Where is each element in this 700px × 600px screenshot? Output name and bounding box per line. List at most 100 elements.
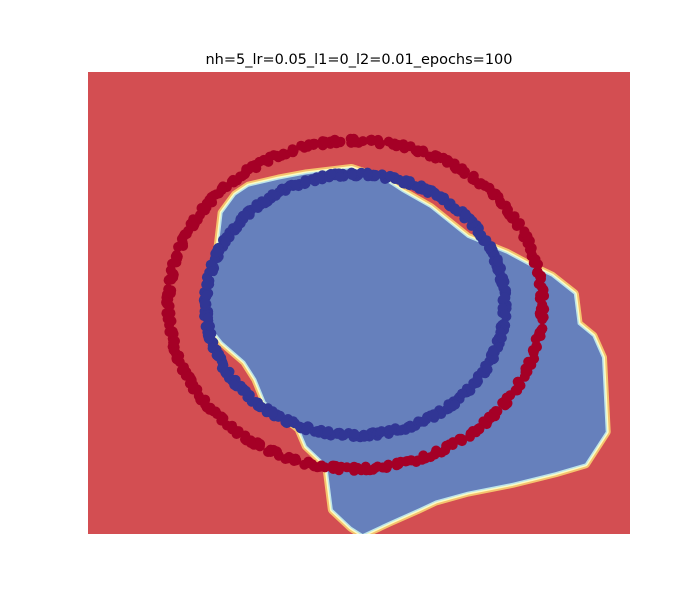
data-point xyxy=(276,150,287,161)
data-point xyxy=(166,316,177,326)
data-point xyxy=(201,198,212,209)
data-point xyxy=(166,274,177,285)
data-point xyxy=(188,221,199,232)
data-point xyxy=(309,138,320,149)
data-point xyxy=(449,399,460,410)
data-point xyxy=(500,400,511,411)
data-point xyxy=(267,408,278,419)
data-point xyxy=(349,461,360,472)
data-point xyxy=(473,228,484,239)
data-point xyxy=(393,459,404,470)
data-point xyxy=(331,138,342,149)
data-point xyxy=(199,297,210,308)
data-point xyxy=(515,218,525,229)
data-point xyxy=(328,464,339,474)
data-point xyxy=(246,161,257,171)
data-point xyxy=(448,437,458,448)
data-point xyxy=(492,256,503,267)
data-point xyxy=(255,401,266,412)
data-point xyxy=(384,425,395,435)
data-point xyxy=(496,333,507,343)
data-point xyxy=(320,136,331,147)
data-point xyxy=(173,241,184,252)
data-point xyxy=(467,174,478,185)
data-point xyxy=(535,290,546,301)
series-1 xyxy=(161,133,550,476)
data-point xyxy=(418,145,429,156)
data-point xyxy=(393,139,404,150)
data-point xyxy=(263,447,273,457)
data-point xyxy=(347,170,357,180)
data-point xyxy=(449,204,460,215)
data-point xyxy=(536,273,546,284)
data-point xyxy=(254,441,265,452)
data-point xyxy=(288,416,299,427)
data-point xyxy=(395,425,406,436)
data-point xyxy=(499,309,510,320)
data-point xyxy=(252,201,263,212)
data-point xyxy=(359,431,370,442)
data-point xyxy=(383,136,394,147)
data-point xyxy=(501,392,512,403)
data-point xyxy=(472,374,483,385)
data-point xyxy=(524,357,534,368)
data-point xyxy=(436,447,447,458)
data-point xyxy=(428,409,439,420)
data-point xyxy=(246,438,256,449)
data-point xyxy=(232,220,243,231)
data-point xyxy=(338,430,349,441)
data-point xyxy=(272,446,283,457)
data-point xyxy=(346,137,357,148)
data-point xyxy=(176,233,187,244)
data-point xyxy=(186,375,197,385)
data-point xyxy=(240,385,251,396)
data-point xyxy=(504,210,515,221)
data-point xyxy=(492,264,503,275)
data-point xyxy=(363,169,374,180)
data-point xyxy=(383,459,394,470)
data-point xyxy=(212,351,223,362)
data-point xyxy=(310,176,320,187)
data-point xyxy=(212,409,223,420)
data-point xyxy=(200,399,211,410)
data-point xyxy=(497,279,507,290)
data-point xyxy=(336,461,347,472)
data-point xyxy=(450,163,461,174)
data-point xyxy=(420,183,431,194)
data-point xyxy=(322,427,333,437)
data-point xyxy=(366,134,377,145)
data-point xyxy=(290,179,301,190)
inside-region xyxy=(207,169,606,534)
data-point xyxy=(357,136,368,147)
data-point xyxy=(418,416,429,427)
data-point xyxy=(280,417,291,427)
data-point xyxy=(460,209,471,220)
data-point xyxy=(289,456,300,466)
data-point xyxy=(313,427,324,438)
data-point xyxy=(481,235,492,246)
data-point xyxy=(201,279,212,290)
data-point xyxy=(205,321,215,332)
data-point xyxy=(489,353,499,364)
data-point xyxy=(535,303,546,314)
data-point xyxy=(538,312,549,323)
data-point xyxy=(420,453,431,464)
data-point xyxy=(213,188,224,199)
data-point xyxy=(207,266,218,277)
data-point xyxy=(406,455,417,466)
data-point xyxy=(239,210,250,220)
data-point xyxy=(203,312,214,323)
data-point xyxy=(385,170,396,181)
data-point xyxy=(522,366,533,377)
data-point xyxy=(335,171,346,182)
data-point xyxy=(486,187,497,198)
data-point xyxy=(375,138,386,149)
data-point xyxy=(165,288,176,299)
data-point xyxy=(280,454,291,464)
data-point xyxy=(161,297,172,308)
data-point xyxy=(473,423,484,434)
data-point xyxy=(188,214,199,225)
data-point xyxy=(438,152,449,163)
data-point xyxy=(166,326,177,337)
data-point xyxy=(300,425,311,436)
